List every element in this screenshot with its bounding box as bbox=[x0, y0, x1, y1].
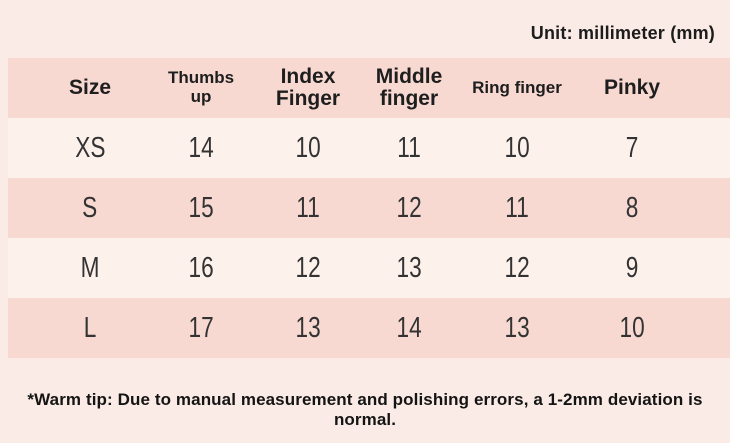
size-label-text: M bbox=[80, 251, 100, 284]
column-header-ring-finger: Ring finger bbox=[460, 77, 574, 98]
size-label: XS bbox=[8, 131, 158, 164]
measurement-value: 10 bbox=[258, 131, 358, 164]
column-header-label: Thumbs up bbox=[167, 68, 235, 106]
column-header-label: Ring finger bbox=[472, 77, 562, 97]
table-row-size-m: M 16 12 13 12 9 bbox=[8, 238, 730, 298]
column-header-label: Pinky bbox=[603, 75, 661, 99]
measurement-value-text: 11 bbox=[505, 191, 529, 224]
measurement-value-text: 13 bbox=[295, 311, 321, 344]
table-row-size-l: L 17 13 14 13 10 bbox=[8, 298, 730, 358]
column-header-label: Index Finger bbox=[275, 64, 341, 110]
size-label: L bbox=[8, 311, 158, 344]
unit-label: Unit: millimeter (mm) bbox=[530, 23, 715, 43]
measurement-value-text: 12 bbox=[396, 191, 422, 224]
column-header-label: Size bbox=[68, 75, 112, 99]
measurement-value-text: 12 bbox=[295, 251, 321, 284]
measurement-value: 13 bbox=[358, 251, 460, 284]
measurement-value-text: 10 bbox=[295, 131, 321, 164]
measurement-value-text: 10 bbox=[504, 131, 530, 164]
measurement-value: 13 bbox=[460, 311, 574, 344]
measurement-value: 15 bbox=[158, 191, 258, 224]
size-chart-table: Size Thumbs up Index Finger Middle finger Ring… bbox=[0, 58, 730, 358]
measurement-value-text: 11 bbox=[397, 131, 421, 164]
measurement-value: 12 bbox=[358, 191, 460, 224]
measurement-value-text: 13 bbox=[396, 251, 422, 284]
size-label: M bbox=[8, 251, 158, 284]
size-label-text: L bbox=[83, 311, 97, 344]
measurement-value-text: 14 bbox=[396, 311, 422, 344]
measurement-value: 11 bbox=[460, 191, 574, 224]
measurement-value: 8 bbox=[574, 191, 730, 224]
column-header-index-finger: Index Finger bbox=[258, 64, 358, 110]
measurement-value-text: 7 bbox=[625, 131, 639, 164]
measurement-value: 16 bbox=[158, 251, 258, 284]
measurement-value-text: 15 bbox=[188, 191, 214, 224]
measurement-value: 7 bbox=[574, 131, 730, 164]
measurement-value-text: 13 bbox=[504, 311, 530, 344]
measurement-value-text: 8 bbox=[625, 191, 639, 224]
column-header-label: Middle finger bbox=[375, 64, 443, 110]
measurement-value-text: 11 bbox=[296, 191, 320, 224]
table-row-size-s: S 15 11 12 11 8 bbox=[8, 178, 730, 238]
measurement-value: 13 bbox=[258, 311, 358, 344]
measurement-value-text: 16 bbox=[188, 251, 214, 284]
measurement-disclaimer: *Warm tip: Due to manual measurement and… bbox=[27, 390, 703, 429]
measurement-value: 14 bbox=[358, 311, 460, 344]
measurement-value-text: 10 bbox=[619, 311, 645, 344]
column-header-size: Size bbox=[8, 75, 158, 99]
measurement-value: 10 bbox=[574, 311, 730, 344]
column-header-thumbs-up: Thumbs up bbox=[158, 69, 258, 107]
size-label-text: S bbox=[82, 191, 98, 224]
column-header-middle-finger: Middle finger bbox=[358, 64, 460, 110]
table-header-row: Size Thumbs up Index Finger Middle finger Ring… bbox=[8, 58, 730, 118]
measurement-value: 12 bbox=[460, 251, 574, 284]
measurement-value: 11 bbox=[358, 131, 460, 164]
measurement-value: 10 bbox=[460, 131, 574, 164]
size-label-text: XS bbox=[74, 131, 106, 164]
measurement-value: 14 bbox=[158, 131, 258, 164]
measurement-value: 11 bbox=[258, 191, 358, 224]
column-header-pinky: Pinky bbox=[574, 75, 730, 99]
table-row-size-xs: XS 14 10 11 10 7 bbox=[8, 118, 730, 178]
measurement-value-text: 17 bbox=[188, 311, 214, 344]
measurement-value-text: 9 bbox=[625, 251, 639, 284]
size-label: S bbox=[8, 191, 158, 224]
measurement-value-text: 12 bbox=[504, 251, 530, 284]
measurement-value: 12 bbox=[258, 251, 358, 284]
measurement-value: 17 bbox=[158, 311, 258, 344]
measurement-value: 9 bbox=[574, 251, 730, 284]
measurement-value-text: 14 bbox=[188, 131, 214, 164]
